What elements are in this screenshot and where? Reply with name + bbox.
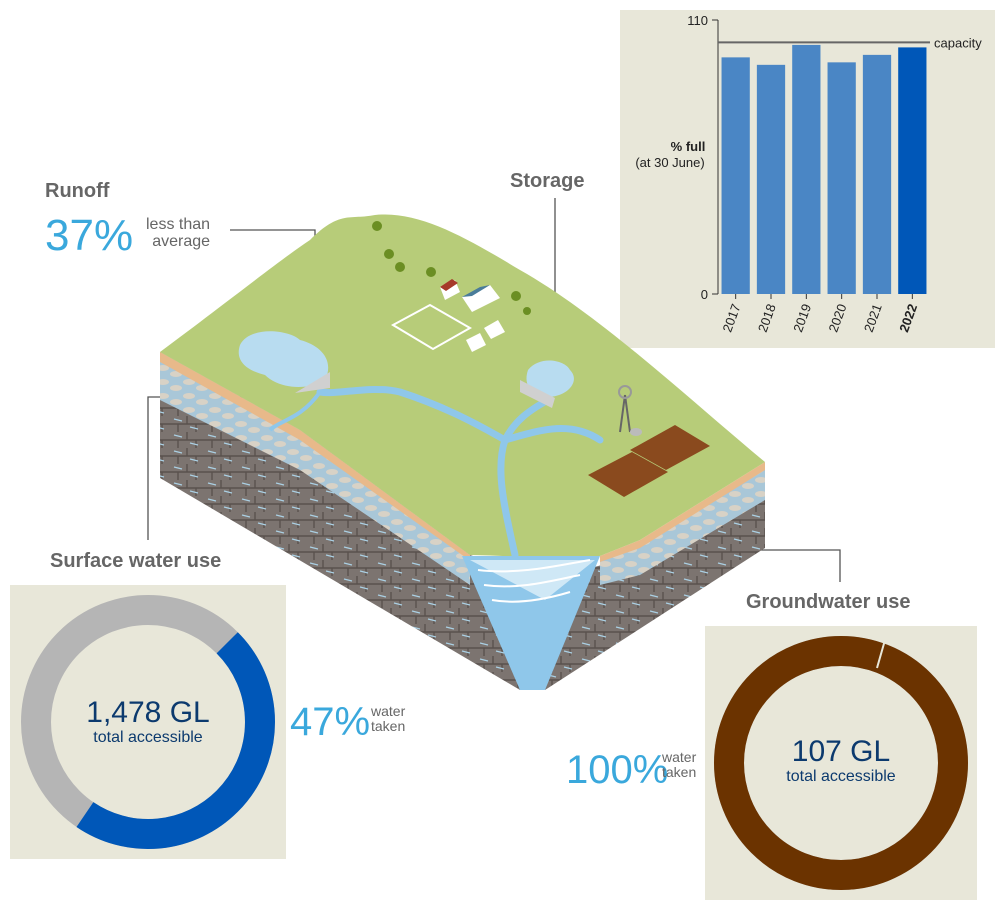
groundwater-total-value: 107 GL [791,735,891,768]
groundwater-total-label: total accessible [786,768,896,785]
groundwater-donut [714,636,968,890]
surface-total-value: 1,478 GL [86,696,210,729]
y-tick-label: 110 [687,13,708,28]
surface-water-panel: 1,478 GL total accessible [10,585,286,859]
groundwater-panel: 107 GL total accessible [705,626,977,900]
bar-2022 [898,47,927,295]
storage-heading: Storage [510,170,585,192]
groundwater-percent-label: water taken [662,749,697,780]
groundwater-percent-taken: 100% [566,748,669,792]
y-axis-label: % full [671,139,706,154]
bar-2018 [756,64,786,294]
surface-percent-taken: 47% [290,700,371,744]
surface-percent-label: water taken [371,703,406,734]
bar-2020 [827,62,856,294]
storage-chart-panel: 110 0% full (at 30 June) 2017 2018 2019 2020 20… [620,10,995,348]
runoff-heading: Runoff [45,180,110,202]
bar-2017 [721,57,750,295]
capacity-label: capacity [934,35,982,50]
groundwater-heading: Groundwater use [746,591,911,613]
bar-2021 [862,54,892,294]
y-axis-sublabel: (at 30 June) [635,155,704,170]
runoff-note: less than average [146,216,211,250]
surface-total-label: total accessible [93,729,203,746]
y-tick-label: 0 [701,287,708,302]
surface-water-donut [20,595,275,849]
surface-water-heading: Surface water use [50,550,222,572]
runoff-percent: 37% [45,211,134,260]
bar-2019 [792,44,821,295]
groundwater-taken-ring [714,636,968,890]
